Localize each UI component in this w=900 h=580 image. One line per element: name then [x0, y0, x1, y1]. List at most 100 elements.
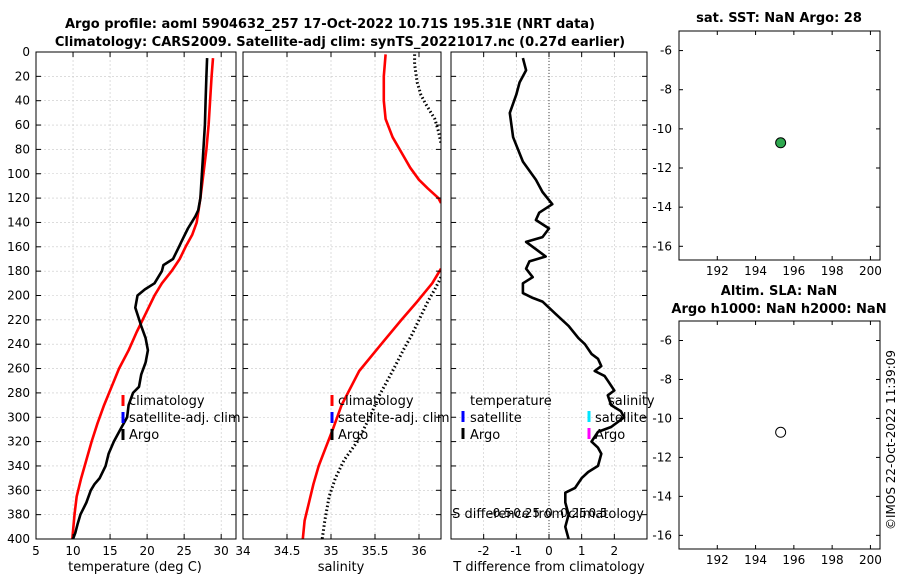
imos-watermark: ©IMOS 22-Oct-2022 11:39:09: [884, 350, 898, 530]
map-y-tick-label: -16: [652, 239, 672, 253]
legend-label: Argo: [595, 428, 625, 443]
y-tick-label: 260: [7, 362, 30, 376]
map-x-tick-label: 198: [821, 264, 844, 278]
series-line-climatology: [382, 54, 441, 204]
difference-panel: -2 -1 0 1 2 -0.5-0.25 0 0.25 0.5 temperature satel…: [450, 51, 655, 558]
map-point: [775, 426, 787, 438]
secondary-x-tick-label: -0.25: [509, 506, 540, 520]
map-axes-box: [678, 30, 881, 261]
y-tick-label: 240: [7, 337, 30, 351]
y-tick-label: 40: [15, 94, 30, 108]
s-difference-axis-label: S difference from climatology: [452, 507, 644, 522]
map-y-tick-label: -6: [660, 333, 672, 347]
figure-title-line1: Argo profile: aoml 5904632_257 17-Oct-20…: [65, 17, 595, 32]
map-axes-box: [678, 320, 881, 550]
series-line-argo: [71, 58, 209, 539]
legend-title: temperature: [470, 394, 552, 409]
legend-title: salinity: [608, 394, 655, 409]
map-x-tick-label: 200: [859, 553, 882, 567]
y-tick-label: 200: [7, 289, 30, 303]
y-tick-label: 180: [7, 264, 30, 278]
t-difference-axis-label: T difference from climatology: [452, 560, 645, 575]
series-line-t-difference-argo-climatology-: [508, 57, 626, 539]
legend-label: climatology: [338, 394, 414, 409]
y-tick-label: 400: [7, 532, 30, 546]
secondary-x-tick-label: 0.25: [560, 506, 587, 520]
legend-label: Argo: [470, 428, 500, 443]
map-y-tick-label: -8: [660, 372, 672, 386]
temperature-panel: 5 10 15 20 25 3002040608010012014016018020022…: [7, 45, 241, 558]
map-y-tick-label: -10: [652, 411, 672, 425]
x-tick-label: -1: [510, 544, 522, 558]
y-tick-label: 160: [7, 240, 30, 254]
y-tick-label: 280: [7, 386, 30, 400]
series-line-argo-deep: [320, 276, 441, 539]
y-tick-label: 20: [15, 69, 30, 83]
series-line-argo-shallow: [413, 54, 441, 144]
x-tick-label: 34.5: [274, 544, 301, 558]
map-y-tick-label: -16: [652, 528, 672, 542]
secondary-x-tick-label: 0.5: [588, 506, 607, 520]
x-tick-label: 20: [139, 544, 154, 558]
series-line-climatology: [71, 58, 215, 539]
y-tick-label: 320: [7, 435, 30, 449]
x-tick-label: 10: [65, 544, 80, 558]
map-x-tick-label: 194: [744, 553, 767, 567]
y-tick-label: 300: [7, 410, 30, 424]
map-x-tick-label: 198: [821, 553, 844, 567]
x-tick-label: 5: [32, 544, 40, 558]
map-x-tick-label: 194: [744, 264, 767, 278]
legend-label: climatology: [129, 394, 205, 409]
map-y-tick-label: -14: [652, 489, 672, 503]
y-tick-label: 340: [7, 459, 30, 473]
y-tick-label: 80: [15, 142, 30, 156]
sst-map-panel: 192 194 196 198 200 -6 -8 -10 -12 -14 -16: [652, 30, 882, 278]
legend-label: satellite-adj. clim: [129, 411, 241, 426]
y-tick-label: 360: [7, 483, 30, 497]
y-tick-label: 380: [7, 508, 30, 522]
y-tick-label: 120: [7, 191, 30, 205]
map-x-tick-label: 196: [782, 553, 805, 567]
y-tick-label: 100: [7, 167, 30, 181]
map-x-tick-label: 192: [706, 264, 729, 278]
legend-label: Argo: [338, 428, 368, 443]
map-y-tick-label: -8: [660, 83, 672, 97]
x-tick-label: 0: [545, 544, 553, 558]
x-tick-label: 30: [214, 544, 229, 558]
map-point: [775, 137, 787, 149]
map-x-tick-label: 192: [706, 553, 729, 567]
map-x-tick-label: 200: [859, 264, 882, 278]
x-tick-label: 15: [102, 544, 117, 558]
legend-label: Argo: [129, 428, 159, 443]
salinity-panel: 34 34.5 35 35.5 36 climatology satellite-adj. …: [235, 51, 450, 558]
x-tick-label: 35.5: [362, 544, 389, 558]
y-tick-label: 140: [7, 215, 30, 229]
y-tick-label: 220: [7, 313, 30, 327]
map-y-tick-label: -6: [660, 44, 672, 58]
x-tick-label: 34: [235, 544, 250, 558]
salinity-axis-label: salinity: [318, 560, 365, 575]
y-tick-label: 60: [15, 118, 30, 132]
temperature-axis-label: temperature (deg C): [68, 560, 202, 575]
sst-map-title: sat. SST: NaN Argo: 28: [696, 11, 862, 26]
map-y-tick-label: -12: [652, 161, 672, 175]
figure-title-line2: Climatology: CARS2009. Satellite-adj cli…: [55, 35, 625, 50]
x-tick-label: 35: [323, 544, 338, 558]
map-x-tick-label: 196: [782, 264, 805, 278]
legend-label: satellite-adj. clim: [338, 411, 450, 426]
x-tick-label: 36: [411, 544, 426, 558]
map-y-tick-label: -12: [652, 450, 672, 464]
y-tick-label: 0: [22, 45, 30, 59]
secondary-x-tick-label: 0: [545, 506, 553, 520]
x-tick-label: 1: [578, 544, 586, 558]
sla-map-title-line2: Argo h1000: NaN h2000: NaN: [671, 302, 886, 317]
x-tick-label: 25: [177, 544, 192, 558]
series-line-climatology-deep: [301, 268, 441, 539]
sla-map-panel: 192 194 196 198 200 -6 -8 -10 -12 -14 -16: [652, 320, 882, 567]
sla-map-title-line1: Altim. SLA: NaN: [721, 284, 837, 299]
legend-label: satellite: [595, 411, 647, 426]
x-tick-label: -2: [478, 544, 490, 558]
map-y-tick-label: -10: [652, 122, 672, 136]
legend-label: satellite: [470, 411, 522, 426]
